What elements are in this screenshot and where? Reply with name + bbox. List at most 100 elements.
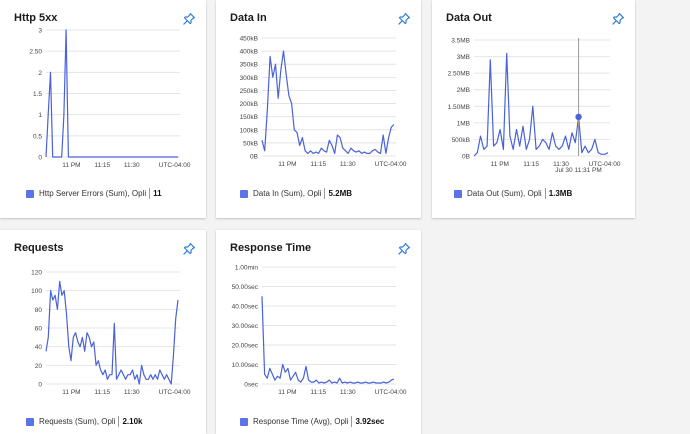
x-tick-label: 11 PM (62, 162, 80, 169)
series-line (473, 52, 609, 157)
cursor-time-label: Jul 30 11:31 PM (555, 167, 602, 174)
x-tick-label: 11:30 (553, 161, 569, 168)
series-line (45, 29, 178, 158)
y-tick-label: 1.50MB (448, 104, 470, 111)
x-tick-label: 11:15 (523, 161, 539, 168)
x-tick-label: 11:15 (94, 162, 110, 169)
y-tick-label: 1.5 (33, 91, 42, 98)
series-line (45, 280, 179, 385)
chart-legend[interactable]: Requests (Sum), Opli 2.10k (26, 416, 143, 427)
y-tick-label: 120 (31, 270, 42, 277)
y-tick-label: 40 (35, 344, 43, 351)
x-tick-label: 11:30 (124, 162, 140, 169)
y-tick-label: 1.00min (235, 265, 259, 272)
series-line (261, 296, 395, 384)
y-tick-label: 200kB (240, 101, 258, 108)
card-title: Data In (230, 12, 267, 24)
legend-label: Response Time (Avg), Opli (253, 417, 349, 426)
x-tick-label: 11 PM (278, 161, 296, 168)
legend-label: Requests (Sum), Opli (39, 417, 116, 426)
legend-value: 3.92sec (355, 417, 385, 426)
y-tick-label: 400kB (240, 49, 258, 56)
y-tick-label: 0sec (244, 382, 258, 389)
x-tick-label: 11 PM (62, 389, 80, 396)
x-tick-label: UTC-04:00 (159, 389, 191, 396)
legend-swatch (454, 189, 462, 198)
line-chart: 0 0.5 1 1.5 2 2.50 3 11 PM 11:15 11:30 UTC-04:00 (29, 28, 191, 170)
y-tick-label: 1MB (457, 120, 470, 127)
y-tick-label: 30.00sec (232, 323, 259, 330)
card-http-5xx[interactable]: Http 5xx 0 0.5 1 1.5 2 2.50 3 11 PM 11:15 11:30 UT… (0, 0, 206, 218)
x-tick-label: 11:30 (340, 161, 356, 168)
y-tick-label: 450kB (240, 36, 258, 43)
line-chart: 0 20 40 60 80 100 120 11 PM 11:15 11:30 UTC-04:00 (31, 270, 191, 397)
legend-value: 2.10k (122, 417, 143, 426)
chart-legend[interactable]: Data In (Sum), Opli 5.2MB (240, 188, 352, 199)
y-tick-label: 3MB (457, 54, 470, 61)
y-tick-label: 150kB (240, 114, 258, 121)
y-tick-label: 2 (38, 70, 42, 77)
card-title: Requests (14, 242, 64, 254)
cursor-point (575, 113, 582, 121)
pin-icon[interactable] (611, 12, 625, 26)
x-tick-label: 11:30 (340, 389, 356, 396)
y-tick-label: 50kB (243, 140, 258, 147)
x-tick-label: UTC-04:00 (589, 161, 621, 168)
legend-separator (544, 188, 546, 199)
card-title: Data Out (446, 12, 492, 24)
line-chart: 0sec 10.00sec 20.00sec 30.00sec 40.00sec 50.0… (232, 265, 407, 397)
card-title: Response Time (230, 242, 312, 254)
pin-icon[interactable] (182, 242, 196, 256)
y-tick-label: 0B (462, 154, 470, 161)
y-tick-label: 1 (38, 112, 42, 119)
card-requests[interactable]: Requests 0 20 40 60 80 100 120 11 PM 11:15 11:30 U… (0, 230, 206, 434)
y-tick-label: 50.00sec (232, 284, 259, 291)
chart-legend[interactable]: Http Server Errors (Sum), Opli 11 (26, 188, 162, 199)
legend-value: 1.3MB (548, 189, 573, 198)
y-tick-label: 2.50MB (448, 71, 470, 78)
y-tick-label: 20 (35, 363, 43, 370)
y-tick-label: 2MB (457, 87, 470, 94)
chart-legend[interactable]: Data Out (Sum), Opli 1.3MB (454, 188, 572, 199)
y-tick-label: 10.00sec (232, 362, 259, 369)
card-data-out[interactable]: Data Out 0B 500kB 1MB 1.50MB 2MB 2.50MB 3MB 3.5… (432, 0, 635, 218)
x-tick-label: 11:15 (310, 389, 326, 396)
y-tick-label: 100 (31, 288, 42, 295)
y-tick-label: 60 (35, 326, 43, 333)
legend-swatch (26, 417, 34, 426)
legend-label: Data In (Sum), Opli (253, 189, 322, 198)
legend-separator (324, 188, 326, 199)
x-tick-label: 11 PM (278, 389, 296, 396)
legend-label: Http Server Errors (Sum), Opli (39, 189, 147, 198)
card-title: Http 5xx (14, 12, 58, 24)
card-data-in[interactable]: Data In 0B 50kB 100kB 150kB 200kB 250kB 300kB 3… (216, 0, 421, 218)
line-chart: 0B 50kB 100kB 150kB 200kB 250kB 300kB 350kB 400k… (240, 36, 407, 169)
chart-legend[interactable]: Response Time (Avg), Opli 3.92sec (240, 416, 384, 427)
y-tick-label: 80 (35, 307, 43, 314)
legend-separator (118, 416, 120, 427)
y-tick-label: 500kB (452, 137, 470, 144)
x-tick-label: 11:30 (124, 389, 140, 396)
y-tick-label: 3 (38, 28, 42, 35)
y-tick-label: 100kB (240, 127, 258, 134)
y-tick-label: 0 (38, 382, 42, 389)
y-tick-label: 250kB (240, 88, 258, 95)
x-tick-label: 11:15 (310, 161, 326, 168)
legend-separator (351, 416, 353, 427)
x-tick-label: UTC-04:00 (375, 389, 407, 396)
pin-icon[interactable] (397, 242, 411, 256)
y-tick-label: 0B (250, 154, 258, 161)
y-tick-label: 2.50 (29, 49, 42, 56)
legend-swatch (26, 189, 34, 198)
y-tick-label: 40.00sec (232, 304, 259, 311)
card-response-time[interactable]: Response Time 0sec 10.00sec 20.00sec 30.00s… (216, 230, 421, 434)
pin-icon[interactable] (397, 12, 411, 26)
x-tick-label: UTC-04:00 (159, 162, 191, 169)
line-chart: 0B 500kB 1MB 1.50MB 2MB 2.50MB 3MB 3.5MB 11 PM 11… (448, 38, 621, 175)
y-tick-label: 350kB (240, 62, 258, 69)
legend-swatch (240, 417, 248, 426)
pin-icon[interactable] (182, 12, 196, 26)
series-line (261, 50, 395, 154)
legend-separator (149, 188, 151, 199)
y-tick-label: 0 (38, 155, 42, 162)
